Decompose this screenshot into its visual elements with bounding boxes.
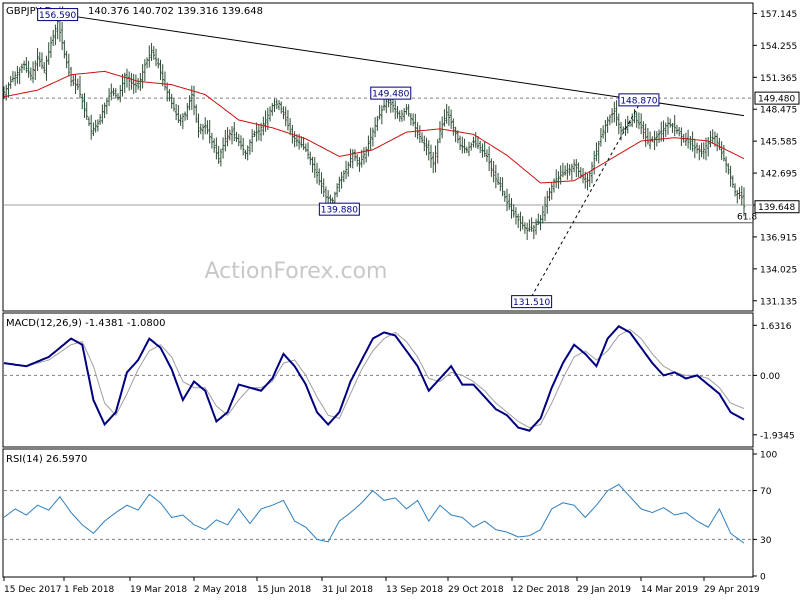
last-price-label: 139.648 — [758, 203, 795, 213]
rsi-y-tick-label: 0 — [760, 573, 766, 583]
price-annotation-box — [318, 202, 360, 216]
rsi-y-tick-label: 100 — [760, 451, 777, 461]
macd-y-tick-label: 0.00 — [760, 372, 780, 382]
macd-signal-line — [3, 328, 745, 429]
rsi-layer — [3, 483, 745, 544]
price-y-tick-label: 154.255 — [760, 42, 797, 52]
rsi-line — [3, 483, 745, 544]
price-y-tick-label: 148.475 — [760, 106, 797, 116]
macd-panel-frame — [2, 312, 754, 448]
x-tick-label: 15 Dec 2017 — [4, 585, 62, 595]
price-y-tick-label: 136.915 — [760, 233, 797, 243]
price-annotation-box — [618, 93, 660, 107]
x-tick-label: 1 Feb 2018 — [64, 585, 115, 595]
rsi-y-tick-label: 70 — [760, 487, 772, 497]
x-tick-label: 13 Sep 2018 — [386, 585, 443, 595]
price-y-tick-label: 151.365 — [760, 74, 797, 84]
price-y-tick-label: 145.585 — [760, 138, 797, 148]
ohlc-header: 140.376 140.702 139.316 139.648 — [88, 6, 263, 17]
fib-label: 61.8 — [737, 213, 757, 223]
x-tick-label: 19 Mar 2018 — [130, 585, 187, 595]
price-annotation-label: 156.590 — [39, 11, 76, 21]
price-y-tick-label: 131.135 — [760, 297, 797, 307]
macd-y-tick-label: -1.9345 — [760, 431, 795, 441]
price-y-tick-label: 142.695 — [760, 170, 797, 180]
price-y-tick-label: 157.145 — [760, 10, 797, 20]
rsi-title: RSI(14) 26.5970 — [6, 454, 87, 465]
price-annotation-box — [37, 8, 79, 22]
price-layer: 61.8 156.590 149.480 148.870 139.880 131.510 — [2, 8, 757, 309]
rsi-y-tick-label: 30 — [760, 536, 772, 546]
resistance-price-label: 149.480 — [758, 95, 795, 105]
macd-title: MACD(12,26,9) -1.4381 -1.0800 — [6, 318, 166, 329]
x-tick-label: 12 Dec 2018 — [512, 585, 570, 595]
x-tick-label: 29 Apr 2019 — [704, 585, 760, 595]
macd-y-tick-label: 1.6316 — [760, 322, 792, 332]
macd-line — [3, 325, 745, 432]
price-annotation-box — [370, 86, 412, 100]
x-tick-label: 31 Jul 2018 — [322, 585, 373, 595]
rise-dashed-line — [531, 104, 640, 297]
price-y-tick-label: 134.025 — [760, 265, 797, 275]
x-tick-label: 29 Oct 2018 — [448, 585, 504, 595]
price-annotation-label: 131.510 — [513, 298, 550, 308]
price-annotation-label: 148.870 — [620, 96, 657, 106]
price-annotation-box — [511, 295, 553, 309]
x-tick-label: 29 Jan 2019 — [577, 585, 631, 595]
x-tick-label: 15 Jun 2018 — [257, 585, 311, 595]
price-annotation-label: 149.480 — [372, 90, 409, 100]
x-tick-label: 14 Mar 2019 — [641, 585, 698, 595]
axes-layer: 157.145 154.255 151.365 148.475 145.585 142.6… — [3, 10, 800, 595]
resistance-price-label-box — [754, 91, 800, 105]
rsi-panel-frame — [2, 448, 754, 578]
x-tick-label: 2 May 2018 — [194, 585, 247, 595]
last-price-label-box — [754, 200, 800, 214]
watermark: ActionForex.com — [205, 259, 388, 284]
price-annotation-label: 139.880 — [321, 206, 358, 216]
macd-layer — [3, 325, 745, 432]
sma-line — [3, 70, 745, 184]
price-panel-frame — [2, 2, 754, 312]
